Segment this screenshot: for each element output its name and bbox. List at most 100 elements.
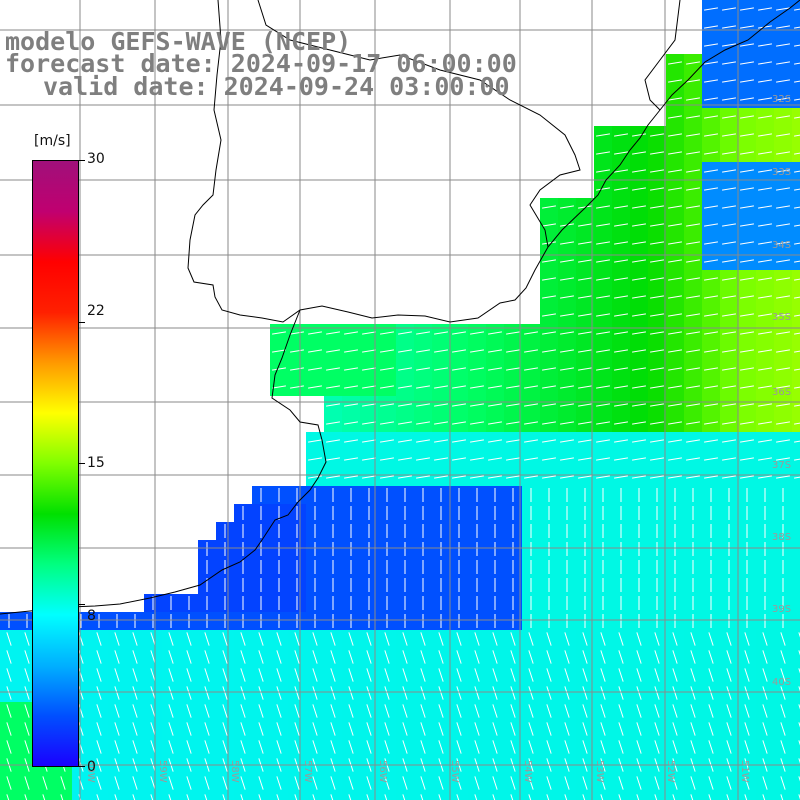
wind-arrow xyxy=(708,794,712,800)
wind-arrow xyxy=(582,632,588,646)
wind-arrow xyxy=(542,475,556,479)
wind-arrow xyxy=(722,223,736,227)
wind-arrow xyxy=(776,25,790,29)
wind-arrow xyxy=(150,668,156,682)
wind-arrow xyxy=(470,385,484,389)
wind-arrow xyxy=(794,116,800,119)
wind-arrow xyxy=(524,367,538,371)
wind-arrow xyxy=(776,421,790,425)
wind-arrow xyxy=(362,385,376,389)
wind-arrow xyxy=(402,704,408,718)
wind-arrow xyxy=(326,403,340,407)
wind-arrow xyxy=(344,439,358,443)
wind-arrow xyxy=(794,80,800,83)
wind-speed-cell xyxy=(522,792,540,800)
wind-arrow xyxy=(276,794,280,800)
wind-arrow xyxy=(650,187,664,191)
wind-arrow xyxy=(600,794,604,800)
wind-arrow xyxy=(650,223,664,227)
wind-arrow xyxy=(762,704,768,718)
longitude-label: 55W xyxy=(449,760,460,783)
wind-arrow xyxy=(348,668,354,682)
wind-arrow xyxy=(596,349,610,353)
wind-arrow xyxy=(722,7,736,11)
wind-arrow xyxy=(560,403,574,407)
wind-arrow xyxy=(582,668,588,682)
wind-speed-cell xyxy=(126,792,144,800)
wind-arrow xyxy=(636,650,642,664)
wind-arrow xyxy=(420,704,426,718)
wind-arrow xyxy=(114,776,120,790)
wind-arrow xyxy=(596,331,610,335)
wind-arrow xyxy=(564,632,570,646)
wind-arrow xyxy=(510,650,516,664)
wind-arrow xyxy=(722,205,736,209)
wind-arrow xyxy=(632,133,646,137)
wind-arrow xyxy=(636,794,640,800)
longitude-label: 58W xyxy=(229,760,240,783)
wind-arrow xyxy=(326,421,340,425)
wind-arrow xyxy=(614,277,628,281)
wind-arrow xyxy=(776,277,790,281)
wind-arrow xyxy=(722,61,736,65)
wind-arrow xyxy=(614,295,628,299)
wind-arrow xyxy=(740,439,754,443)
wind-arrow xyxy=(240,722,246,736)
wind-arrow xyxy=(690,632,696,646)
wind-arrow xyxy=(474,722,480,736)
wind-arrow xyxy=(740,403,754,407)
wind-arrow xyxy=(794,242,800,245)
wind-arrow xyxy=(416,421,430,425)
wind-speed-cell xyxy=(612,792,630,800)
wind-arrow xyxy=(24,740,30,754)
wind-arrow xyxy=(704,43,718,47)
wind-arrow xyxy=(420,632,426,646)
wind-speed-cell xyxy=(792,702,800,720)
wind-arrow xyxy=(398,421,412,425)
wind-arrow xyxy=(650,331,664,335)
wind-arrow xyxy=(704,259,718,263)
wind-arrow xyxy=(276,632,282,646)
wind-speed-cell xyxy=(792,108,800,126)
wind-arrow xyxy=(776,187,790,191)
wind-arrow xyxy=(96,722,102,736)
wind-arrow xyxy=(726,776,732,790)
wind-arrow xyxy=(96,686,102,700)
wind-arrow xyxy=(488,439,502,443)
wind-arrow xyxy=(744,632,750,646)
wind-arrow xyxy=(326,439,340,443)
wind-arrow xyxy=(668,295,682,299)
wind-arrow xyxy=(542,385,556,389)
wind-arrow xyxy=(722,403,736,407)
wind-arrow xyxy=(240,668,246,682)
wind-arrow xyxy=(780,704,786,718)
wind-arrow xyxy=(686,331,700,335)
wind-arrow xyxy=(348,650,354,664)
wind-arrow xyxy=(456,794,460,800)
wind-arrow xyxy=(434,403,448,407)
wind-arrow xyxy=(650,385,664,389)
wind-arrow xyxy=(222,722,228,736)
wind-arrow xyxy=(168,668,174,682)
wind-arrow xyxy=(740,385,754,389)
wind-arrow xyxy=(596,187,610,191)
wind-arrow xyxy=(722,331,736,335)
wind-arrow xyxy=(438,740,444,754)
wind-arrow xyxy=(6,650,12,664)
wind-arrow xyxy=(326,385,340,389)
wind-arrow xyxy=(132,722,138,736)
wind-arrow xyxy=(204,668,210,682)
wind-arrow xyxy=(132,740,138,754)
wind-arrow xyxy=(434,439,448,443)
wind-arrow xyxy=(524,403,538,407)
wind-arrow xyxy=(542,457,556,461)
wind-arrow xyxy=(222,668,228,682)
wind-speed-cell xyxy=(792,0,800,18)
wind-speed-cell xyxy=(342,792,360,800)
wind-arrow xyxy=(578,313,592,317)
wind-arrow xyxy=(758,151,772,155)
wind-arrow xyxy=(722,313,736,317)
wind-arrow xyxy=(402,776,408,790)
wind-arrow xyxy=(114,740,120,754)
